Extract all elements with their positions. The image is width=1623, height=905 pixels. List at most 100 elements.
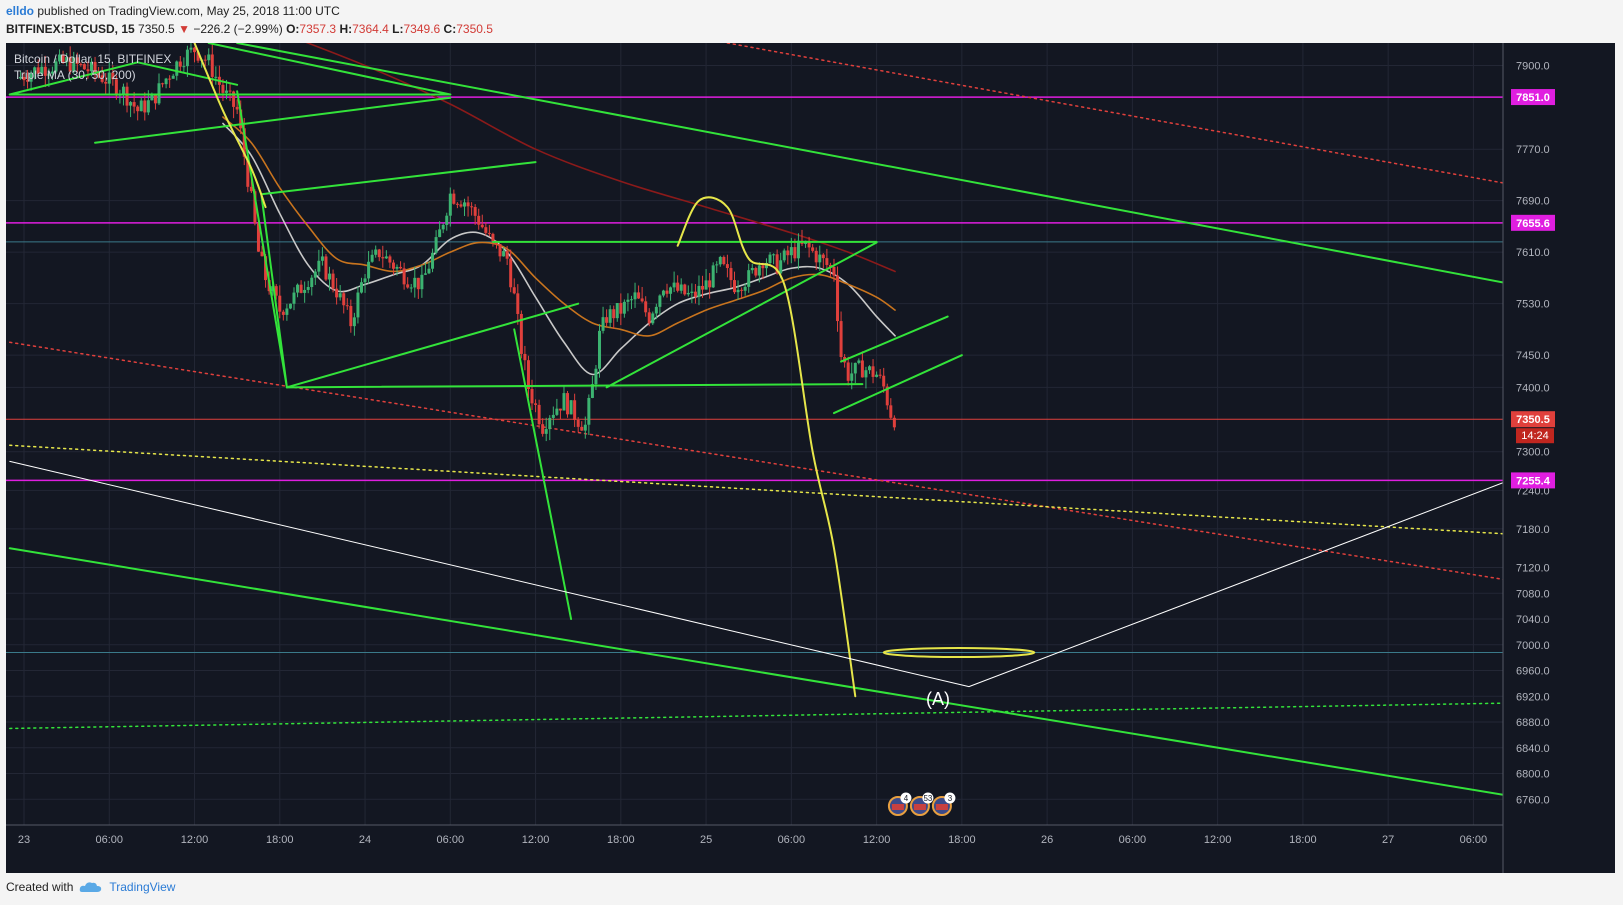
candle-body xyxy=(75,57,79,64)
chart-background xyxy=(6,43,1615,873)
price-chart[interactable]: Bitcoin / Dollar, 15, BITFINEX Triple MA… xyxy=(6,43,1615,873)
candle-body xyxy=(878,374,882,376)
candle-body xyxy=(686,292,690,295)
candle-body xyxy=(637,292,641,299)
candle-body xyxy=(29,73,33,82)
candle-body xyxy=(647,312,651,324)
candle-body xyxy=(889,405,893,418)
candle-body xyxy=(89,61,93,72)
y-tick-label: 7450.0 xyxy=(1516,350,1550,362)
candle-body xyxy=(281,311,285,315)
candle-body xyxy=(445,215,449,225)
projection-label: (A) xyxy=(926,689,950,709)
y-tick-label: 6840.0 xyxy=(1516,743,1550,755)
candle-body xyxy=(590,384,594,398)
candle-body xyxy=(690,291,694,293)
candle-body xyxy=(161,83,165,85)
candle-body xyxy=(86,69,90,72)
legend-indicator[interactable]: Triple MA (30, 50, 200) xyxy=(14,68,136,82)
candle-body xyxy=(313,271,317,278)
y-tick-label: 7080.0 xyxy=(1516,588,1550,600)
symbol: BITFINEX:BTCUSD, 15 xyxy=(6,22,135,36)
drawings[interactable] xyxy=(8,43,1532,801)
candle-body xyxy=(68,57,72,72)
candle-body xyxy=(338,293,342,298)
candle-body xyxy=(477,215,481,225)
candle-body xyxy=(395,266,399,269)
candle-body xyxy=(189,47,193,50)
open-label: O: xyxy=(286,22,300,36)
candle-body xyxy=(146,100,150,113)
price-axis[interactable] xyxy=(1503,43,1615,873)
candle-body xyxy=(821,254,825,259)
candle-body xyxy=(484,227,488,233)
candle-body xyxy=(587,397,591,425)
candle-body xyxy=(139,100,143,112)
candle-body xyxy=(157,83,161,104)
trendline xyxy=(207,43,452,96)
candle-body xyxy=(367,261,371,279)
candle-body xyxy=(242,128,246,157)
candle-body xyxy=(736,289,740,293)
candle-body xyxy=(619,303,623,314)
candle-body xyxy=(18,76,22,79)
author-name[interactable]: elldo xyxy=(6,4,35,18)
candle-body xyxy=(26,80,30,82)
candle-body xyxy=(608,309,612,323)
candle-body xyxy=(107,72,111,84)
countdown-tag xyxy=(1516,428,1554,444)
open-value: 7357.3 xyxy=(299,22,337,36)
y-tick-label: 6960.0 xyxy=(1516,666,1550,678)
candle-body xyxy=(431,252,435,269)
footer: Created with TradingView xyxy=(6,880,175,894)
candle-body xyxy=(50,71,54,74)
candle-body xyxy=(438,229,442,238)
candle-body xyxy=(761,265,765,269)
x-tick-label: 24 xyxy=(359,834,371,846)
x-tick-label: 18:00 xyxy=(607,834,635,846)
candle-body xyxy=(203,59,207,61)
candle-body xyxy=(452,193,456,204)
countdown-label: 14:24 xyxy=(1521,430,1549,442)
candle-body xyxy=(61,54,65,63)
candle-body xyxy=(249,186,253,192)
trendline xyxy=(605,241,878,389)
dotted-trendline xyxy=(9,701,1532,730)
low-value: 7349.6 xyxy=(403,22,441,36)
candle-body xyxy=(836,275,840,322)
dotted-trendline xyxy=(726,43,1532,189)
x-tick-label: 25 xyxy=(700,834,712,846)
candle-body xyxy=(399,266,403,269)
candle-body xyxy=(509,258,513,288)
chart-area[interactable]: Bitcoin / Dollar, 15, BITFINEX Triple MA… xyxy=(6,43,1615,873)
candle-body xyxy=(754,268,758,276)
x-tick-label: 26 xyxy=(1041,834,1053,846)
candle-body xyxy=(871,366,875,377)
trendline xyxy=(676,196,857,698)
x-axis-labels[interactable]: 23 06:00 12:00 18:00 24 06:00 12:00 18:00 25 06:0… xyxy=(18,834,1487,846)
tradingview-brand[interactable]: TradingView xyxy=(109,880,176,894)
candle-body xyxy=(210,54,214,77)
y-tick-label: 7770.0 xyxy=(1516,144,1550,156)
candle-body xyxy=(566,393,570,415)
candle-body xyxy=(580,426,584,431)
close-value: 7350.5 xyxy=(456,22,493,36)
candle-body xyxy=(349,306,353,327)
candle-body xyxy=(370,254,374,262)
candle-body xyxy=(93,61,97,73)
candle-body xyxy=(548,417,552,430)
candle-body xyxy=(22,76,26,81)
candle-body xyxy=(409,287,413,289)
candle-body xyxy=(683,284,687,295)
candle-body xyxy=(455,203,459,205)
candle-body xyxy=(221,84,225,93)
candle-body xyxy=(143,100,147,113)
candle-body xyxy=(232,91,236,107)
close-label: C: xyxy=(443,22,457,36)
candle-body xyxy=(594,368,598,385)
trendline xyxy=(94,96,452,144)
candle-body xyxy=(168,78,172,80)
candle-body xyxy=(164,78,168,85)
candle-body xyxy=(814,250,818,263)
event-badges[interactable]: 4 53 3 xyxy=(887,792,956,816)
